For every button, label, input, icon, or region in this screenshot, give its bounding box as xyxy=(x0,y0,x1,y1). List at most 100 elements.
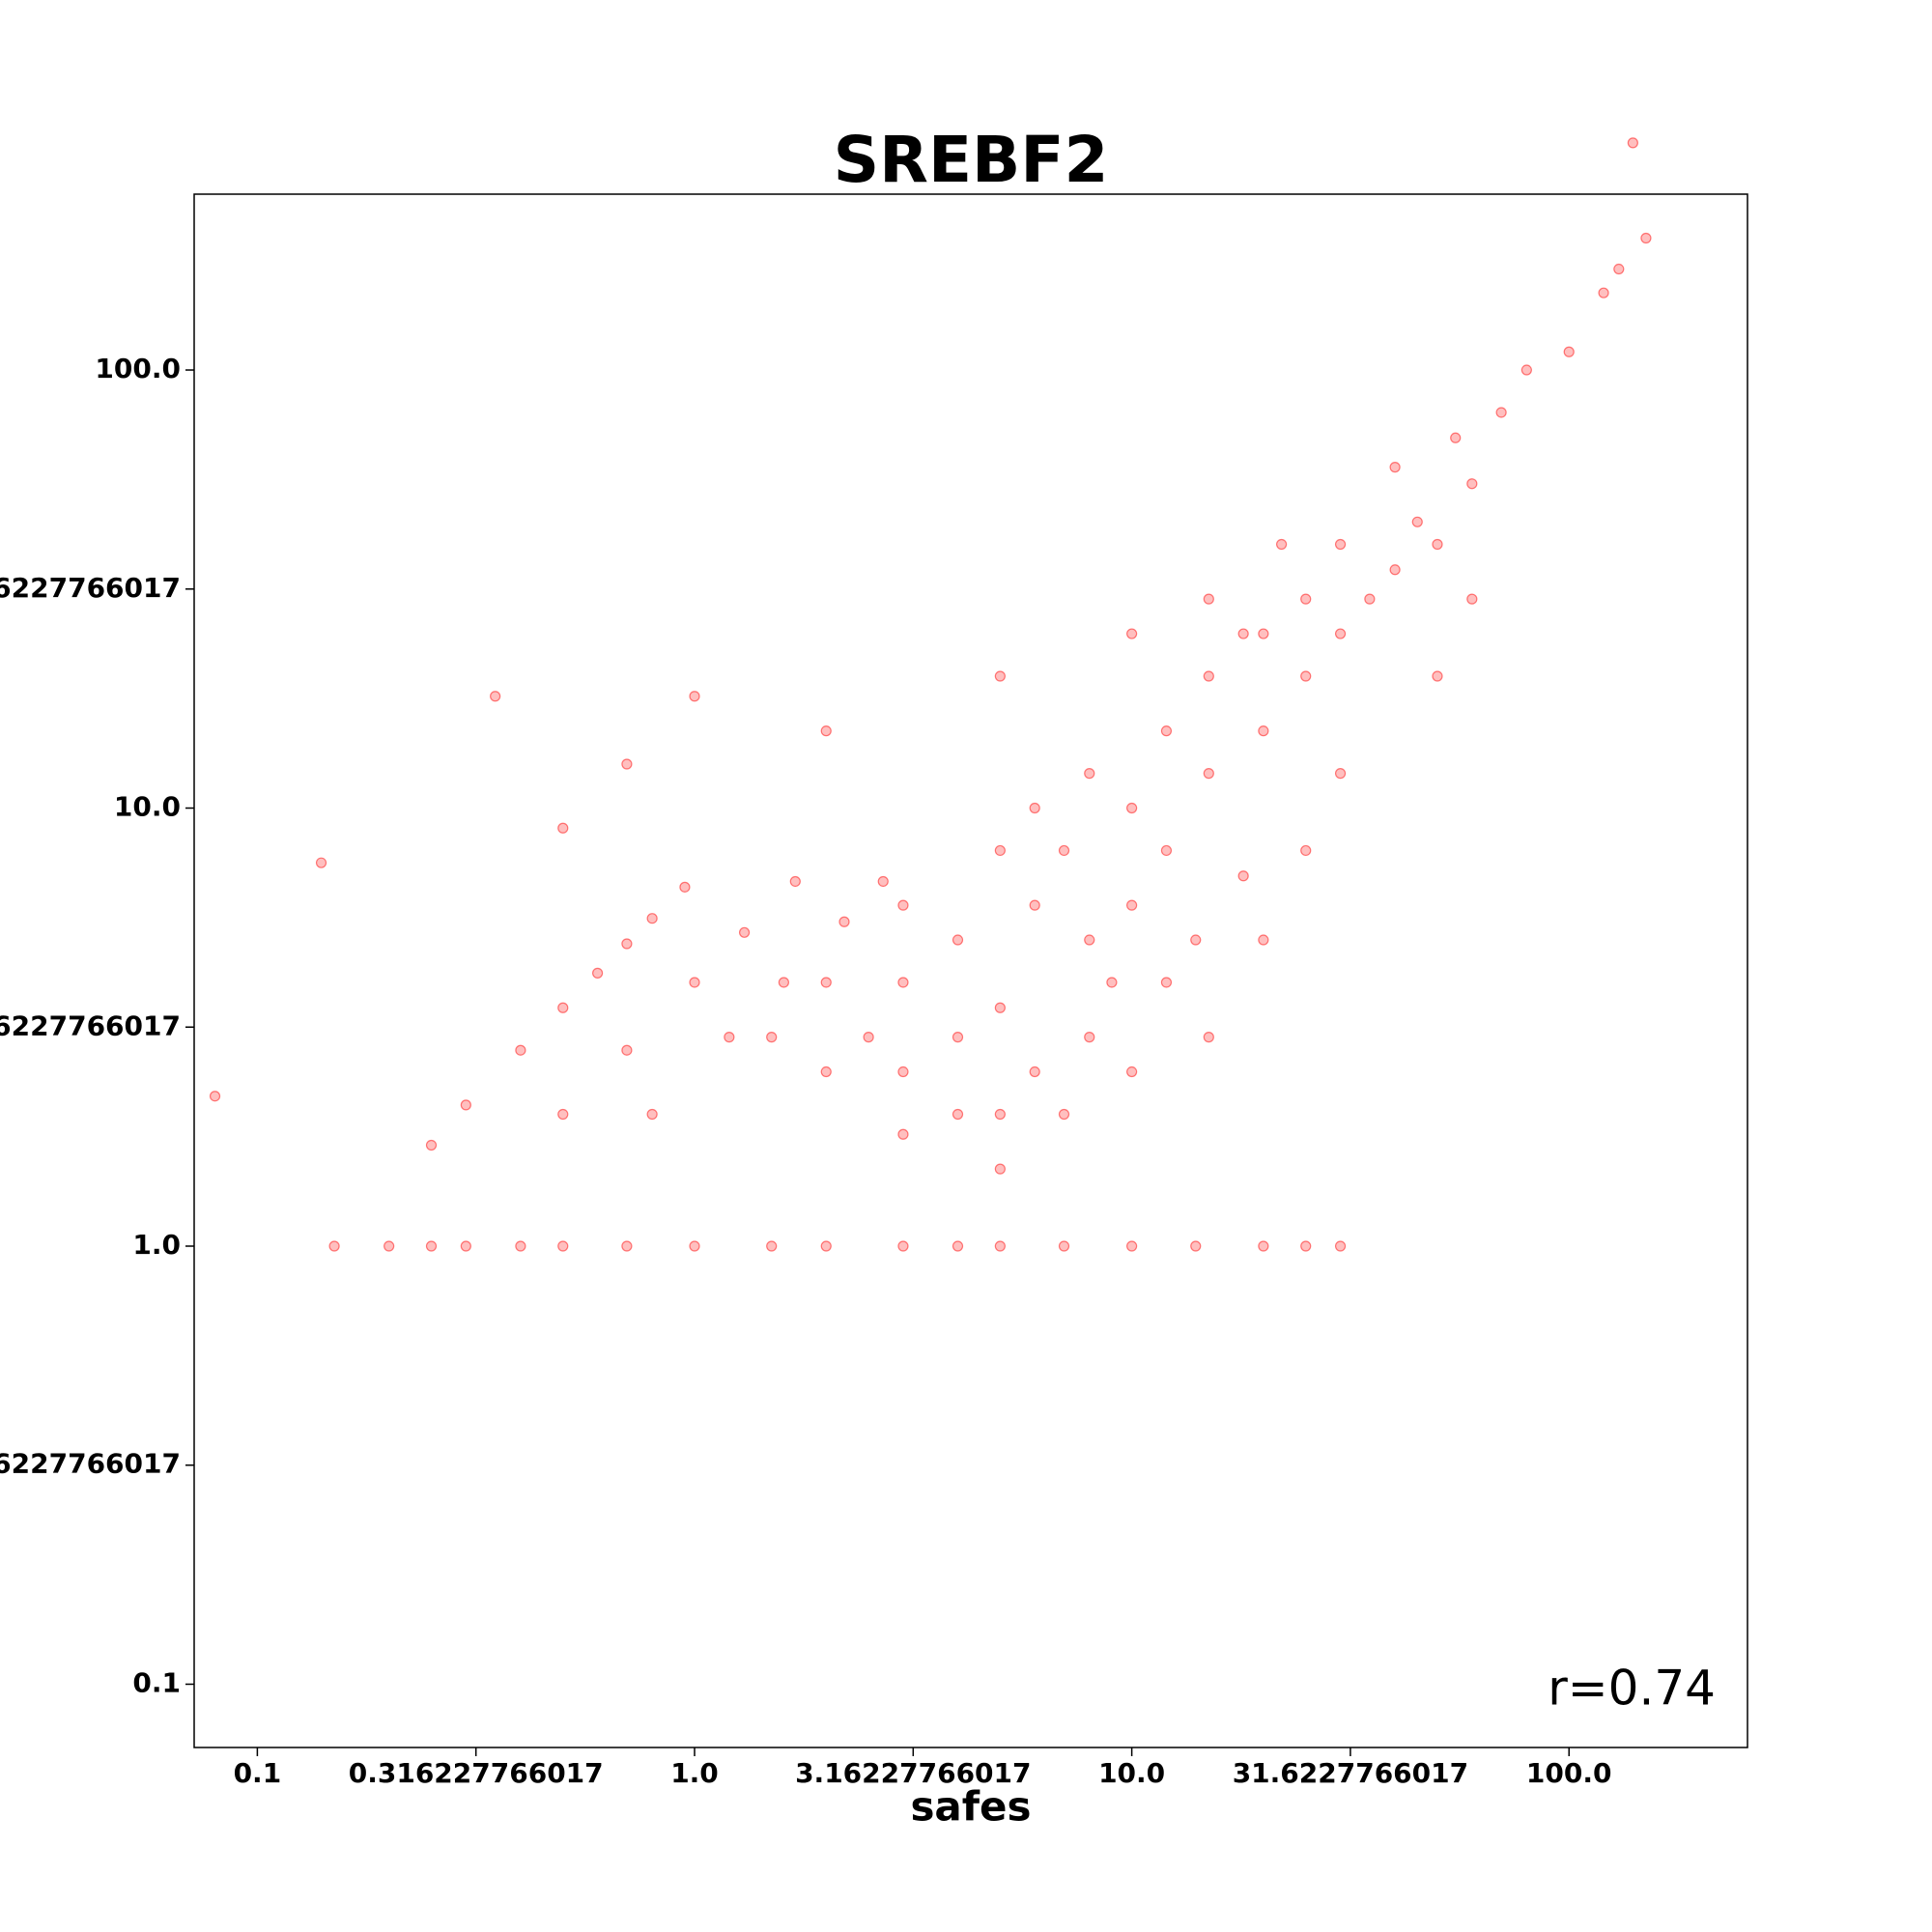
point xyxy=(1203,670,1214,682)
point xyxy=(1598,287,1609,298)
chart-title: SREBF2 xyxy=(834,123,1109,197)
point xyxy=(766,1032,778,1043)
point xyxy=(1084,768,1095,780)
point xyxy=(460,1099,471,1111)
point xyxy=(952,934,964,946)
point xyxy=(1334,628,1347,639)
point xyxy=(1466,478,1478,490)
point xyxy=(952,1108,964,1121)
point xyxy=(621,1240,633,1252)
point xyxy=(328,1240,340,1252)
point xyxy=(1627,137,1638,149)
point xyxy=(1190,934,1202,946)
point xyxy=(897,899,909,911)
point xyxy=(1126,899,1138,911)
point xyxy=(425,1240,438,1252)
point xyxy=(460,1240,471,1252)
point xyxy=(820,1240,832,1252)
point xyxy=(1563,346,1575,357)
point xyxy=(1203,593,1214,605)
point xyxy=(1258,725,1269,737)
x-tick-label: 0.316227766017 xyxy=(349,1757,604,1789)
point xyxy=(1640,232,1652,244)
point xyxy=(1389,462,1401,473)
y-tick-label: 10.0 xyxy=(114,791,181,823)
x-axis-label: safes xyxy=(910,1783,1031,1831)
point xyxy=(1411,516,1423,527)
point xyxy=(1203,768,1214,780)
point xyxy=(646,1108,658,1121)
point xyxy=(877,875,889,888)
point xyxy=(838,916,850,927)
point xyxy=(766,1240,778,1252)
point xyxy=(557,1240,569,1252)
point xyxy=(1084,1032,1095,1043)
point xyxy=(1126,1065,1138,1078)
point xyxy=(689,1240,700,1252)
point xyxy=(1466,593,1478,605)
point xyxy=(1258,628,1269,639)
point xyxy=(994,1163,1006,1175)
point xyxy=(1084,934,1095,946)
point xyxy=(994,1108,1006,1121)
point xyxy=(789,875,801,888)
x-tick-label: 1.0 xyxy=(670,1757,719,1789)
point xyxy=(820,977,832,988)
point xyxy=(863,1032,874,1043)
point xyxy=(1432,670,1443,682)
point xyxy=(897,1240,909,1252)
point xyxy=(646,913,658,924)
point xyxy=(1300,844,1312,857)
point xyxy=(1450,432,1462,443)
x-tick-label: 100.0 xyxy=(1526,1757,1612,1789)
point xyxy=(1495,407,1507,418)
point xyxy=(1190,1240,1202,1252)
point xyxy=(557,822,569,834)
point xyxy=(724,1032,735,1043)
point xyxy=(778,977,789,988)
point xyxy=(1389,564,1401,576)
point xyxy=(1364,593,1376,605)
point xyxy=(1126,802,1138,814)
point xyxy=(1300,593,1312,605)
plot-frame xyxy=(193,193,1748,1748)
x-tick-label: 31.6227766017 xyxy=(1233,1757,1468,1789)
point xyxy=(1334,538,1347,551)
point xyxy=(425,1139,438,1151)
point xyxy=(1237,870,1249,882)
x-tick-label: 0.1 xyxy=(234,1757,282,1789)
point xyxy=(1520,364,1532,376)
point xyxy=(897,1065,909,1078)
point xyxy=(897,1128,909,1140)
point xyxy=(1126,1240,1138,1252)
point xyxy=(689,977,700,988)
point xyxy=(820,725,832,737)
point xyxy=(897,977,909,988)
point xyxy=(1126,628,1138,639)
x-tick-label: 3.16227766017 xyxy=(795,1757,1031,1789)
point xyxy=(1300,1240,1312,1252)
point xyxy=(1613,263,1625,275)
point xyxy=(557,1002,569,1013)
point xyxy=(1275,538,1288,551)
y-tick-label: 0.1 xyxy=(132,1666,181,1698)
y-tick-label: 3.16227766017 xyxy=(0,1009,181,1041)
point xyxy=(1058,1240,1070,1252)
point xyxy=(952,1240,964,1252)
point xyxy=(1029,1065,1040,1078)
y-tick-label: 100.0 xyxy=(95,353,181,384)
point xyxy=(952,1032,964,1043)
point xyxy=(1203,1032,1214,1043)
point xyxy=(689,691,700,702)
y-tick-label: 1.0 xyxy=(132,1229,181,1261)
point xyxy=(1237,628,1249,639)
point xyxy=(384,1240,395,1252)
point xyxy=(820,1065,832,1078)
point xyxy=(490,691,501,702)
point xyxy=(1160,725,1173,737)
point xyxy=(1058,844,1070,857)
point xyxy=(1029,802,1040,814)
point xyxy=(1058,1108,1070,1121)
point xyxy=(209,1091,221,1102)
point xyxy=(1106,977,1118,988)
